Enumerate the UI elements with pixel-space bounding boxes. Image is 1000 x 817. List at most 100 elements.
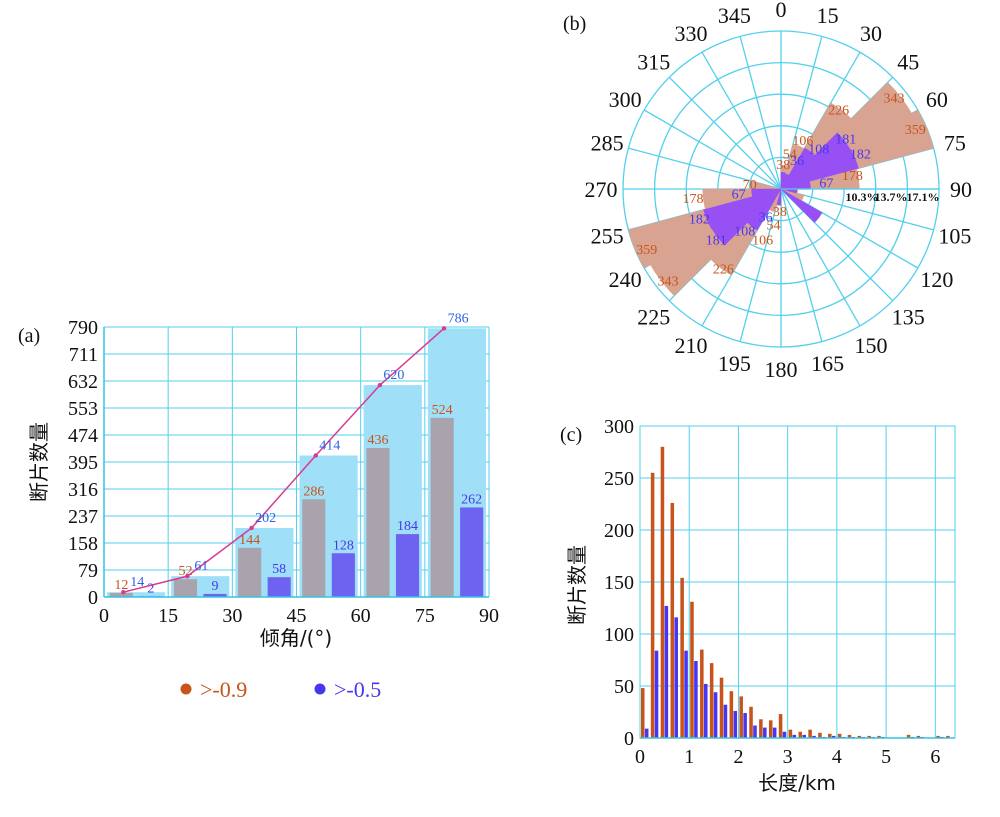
bar-blue-series (792, 734, 797, 738)
bar-orange-series (719, 677, 724, 738)
y-tick-label: 790 (68, 317, 98, 339)
y-tick-label: 250 (604, 468, 634, 490)
rose-ring-percent-label: 13.7% (875, 190, 908, 204)
rose-value-label: 54 (766, 219, 780, 234)
bar-orange-series (729, 691, 734, 738)
rose-value-label: 106 (752, 233, 773, 248)
data-label-cumulative: 620 (383, 368, 404, 383)
x-tick-label: 90 (479, 605, 499, 627)
rose-angle-label: 330 (675, 21, 708, 46)
bar-orange-series (936, 735, 940, 738)
rose-value-label: 36 (759, 211, 773, 226)
bar-orange-series (109, 592, 133, 597)
rose-value-label: 54 (783, 148, 797, 163)
rose-value-label: 178 (842, 169, 863, 184)
rose-sector-blue (780, 148, 859, 190)
cumulative-point (185, 573, 190, 579)
rose-angle-label: 345 (718, 3, 751, 28)
rose-angle-label: 285 (591, 130, 624, 155)
legend: >-0.9 >-0.5 (180, 677, 381, 702)
rose-angle-label: 120 (920, 267, 953, 292)
bar-blue-series (664, 605, 669, 738)
bar-blue-series (802, 734, 806, 738)
data-label-orange: 436 (367, 433, 388, 448)
data-label-blue: 128 (333, 538, 354, 553)
bar-cumulative (107, 592, 166, 597)
rose-value-label: 108 (808, 143, 829, 158)
bar-orange-series (430, 417, 454, 597)
x-tick-label: 0 (635, 746, 645, 768)
rose-value-label: 226 (713, 262, 734, 277)
y-tick-label: 300 (604, 416, 634, 438)
y-tick-label: 632 (68, 371, 98, 393)
rose-value-label: 178 (683, 192, 704, 207)
rose-value-label: 38 (776, 158, 790, 173)
data-label-orange: 144 (239, 533, 260, 548)
bar-orange-series (916, 735, 921, 738)
rose-value-label: 108 (734, 225, 755, 240)
x-tick-label: 45 (287, 605, 307, 627)
y-tick-label: 79 (78, 560, 98, 582)
bar-blue-series (674, 617, 678, 738)
rose-sector-blue (751, 188, 782, 197)
rose-value-label: 36 (790, 154, 804, 169)
rose-angle-label: 90 (950, 177, 972, 202)
rose-value-label: 226 (828, 104, 849, 119)
bar-blue-series (694, 661, 698, 738)
rose-value-label: 67 (732, 187, 746, 202)
rose-sector-blue (776, 188, 782, 206)
cumulative-point (249, 525, 254, 531)
x-tick-label: 60 (351, 605, 371, 627)
data-label-orange: 524 (432, 403, 453, 418)
cumulative-point (377, 382, 383, 388)
y-tick-label: 50 (614, 676, 634, 698)
panel-label: (b) (563, 13, 586, 35)
bar-orange-series (906, 734, 911, 738)
bar-orange-series (650, 472, 655, 738)
rose-sector-blue (780, 188, 823, 223)
bar-blue-series (644, 728, 649, 738)
rose-angle-label: 150 (855, 333, 888, 358)
cumulative-point (313, 453, 318, 458)
rose-angle-label: 300 (609, 87, 642, 112)
panel-c-length-histogram: 0 50 100 150 200 250 300 0 1 2 3 4 5 6 (c) 长度/km 断片数量 (560, 416, 956, 795)
rose-angle-label: 270 (585, 177, 618, 202)
data-label-blue: 9 (212, 579, 219, 594)
bar-blue-series (723, 704, 728, 738)
rose-value-label: 38 (773, 205, 787, 220)
rose-angle-label: 75 (944, 130, 966, 155)
cumulative-line (123, 327, 445, 593)
rose-grid-spoke (701, 51, 782, 190)
bar-blue-series (460, 507, 484, 597)
bar-orange-series (238, 547, 262, 597)
data-label-blue: 184 (397, 519, 418, 534)
bar-blue-series (267, 577, 291, 597)
rose-angle-label: 240 (609, 267, 642, 292)
bar-orange-series (847, 734, 852, 738)
x-tick-label: 15 (158, 605, 178, 627)
rose-ring-percent-label: 17.1% (907, 190, 940, 204)
rose-angle-label: 45 (897, 50, 919, 75)
bar-blue-series (203, 593, 227, 597)
bar-blue-series (684, 650, 688, 738)
x-axis-title: 长度/km (758, 771, 836, 795)
y-tick-label: 0 (88, 587, 98, 609)
panel-a-dip-histogram: 0 79 158 237 316 395 474 553 632 711 790 0 15 30 45 60 7… (18, 311, 499, 650)
legend-label: >-0.5 (334, 677, 381, 702)
rose-value-label: 359 (905, 123, 926, 138)
bar-blue-series (713, 692, 718, 738)
bar-orange-series (768, 720, 773, 738)
y-tick-label: 0 (624, 728, 634, 750)
bar-orange-series (759, 719, 763, 738)
legend-marker-blue (314, 683, 326, 695)
rose-angle-label: 60 (926, 87, 948, 112)
data-label-orange: 286 (303, 484, 324, 499)
rose-angle-label: 105 (938, 224, 971, 249)
rose-value-label: 182 (689, 213, 710, 228)
y-tick-label: 316 (68, 479, 98, 501)
bar-orange-series (857, 735, 862, 738)
bar-blue-series (831, 735, 836, 738)
rose-value-label: 182 (850, 148, 871, 163)
data-label-blue: 58 (272, 562, 286, 577)
